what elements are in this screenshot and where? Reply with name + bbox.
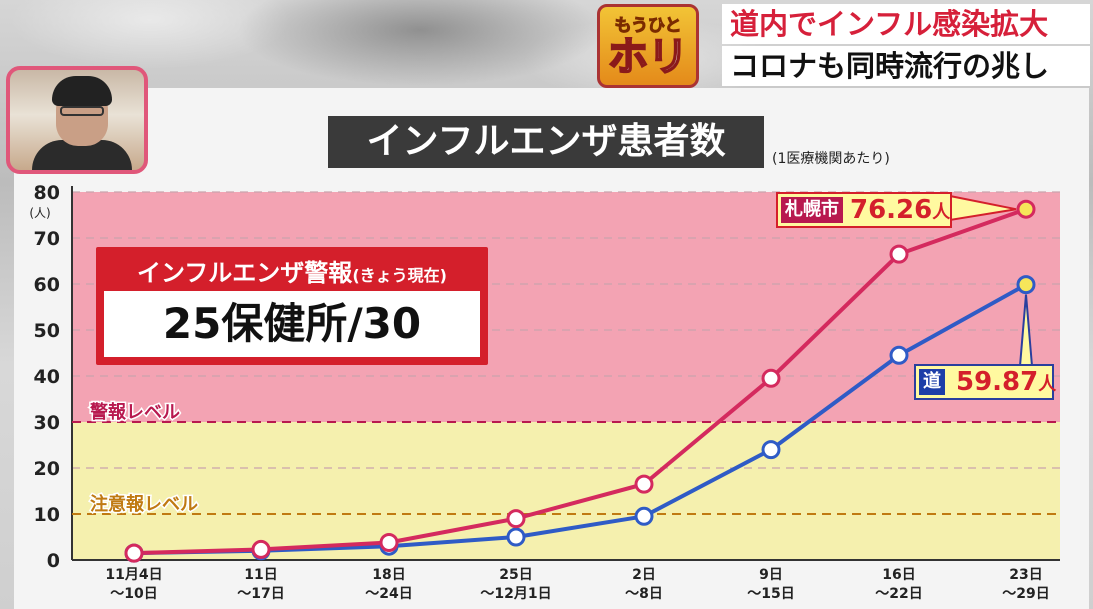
chart-subtitle: (1医療機関あたり) (772, 151, 890, 167)
data-point (889, 345, 909, 365)
x-tick-label: 16日 (882, 567, 915, 583)
alert-value: 25保健所/30 (162, 299, 422, 348)
alert-box: インフルエンザ警報(きょう現在) 25保健所/30 (96, 247, 488, 365)
x-tick-label: 11日 (244, 567, 277, 583)
hokkaido-callout: 道 59.87人 (914, 364, 1057, 400)
sapporo-callout: 札幌市 76.26人 (776, 192, 952, 228)
y-tick-label: 50 (34, 320, 60, 342)
y-tick-label: 0 (47, 550, 60, 572)
y-tick-label: 40 (34, 366, 60, 388)
sapporo-unit: 人 (932, 202, 951, 223)
data-point (889, 244, 909, 264)
logo-bottom-text: ホリ (607, 33, 689, 81)
x-tick-label-range: 〜8日 (625, 586, 663, 602)
data-point (634, 506, 654, 526)
y-tick-label: 70 (34, 228, 60, 250)
hokkaido-unit: 人 (1038, 374, 1057, 395)
y-tick-label: 80 (34, 182, 60, 204)
data-point (506, 527, 526, 547)
y-tick-label: 60 (34, 274, 60, 296)
sapporo-value-label: 76.26 (850, 195, 933, 225)
data-point (506, 509, 526, 529)
caution-zone (72, 422, 1060, 560)
x-tick-label: 11月4日 (105, 567, 162, 583)
logo-top-text: もうひと (614, 16, 682, 37)
presenter-thumbnail (6, 66, 148, 174)
threshold-label: 注意報レベル (90, 493, 198, 515)
y-tick-label: 20 (34, 458, 60, 480)
data-point (1016, 199, 1036, 219)
threshold-label: 警報レベル (90, 401, 180, 423)
chart-title: インフルエンザ患者数 (328, 116, 764, 168)
x-tick-label-range: 〜29日 (1002, 586, 1049, 602)
headline-sub: コロナも同時流行の兆し (722, 46, 1090, 86)
x-tick-label-range: 〜15日 (747, 586, 794, 602)
y-tick-label: 30 (34, 412, 60, 434)
alert-title-suffix: (きょう現在) (352, 266, 447, 285)
x-tick-label-range: 〜24日 (365, 586, 412, 602)
data-point (1016, 275, 1036, 295)
x-tick-label: 18日 (372, 567, 405, 583)
data-point (761, 440, 781, 460)
series-line-0 (133, 207, 1027, 556)
headline-main: 道内でインフル感染拡大 (722, 4, 1090, 44)
program-logo: もうひと ホリ (597, 4, 699, 88)
hokkaido-series-name: 道 (919, 369, 945, 395)
data-point (124, 543, 144, 563)
x-tick-label: 25日 (499, 567, 532, 583)
x-tick-label-range: 〜17日 (237, 586, 284, 602)
x-tick-label-range: 〜10日 (110, 586, 157, 602)
x-tick-label: 23日 (1009, 567, 1042, 583)
x-tick-label-range: 〜22日 (875, 586, 922, 602)
y-axis-unit: (人) (29, 206, 50, 220)
data-point (761, 368, 781, 388)
data-point (379, 533, 399, 553)
hokkaido-value-label: 59.87 (956, 367, 1039, 397)
x-tick-label: 2日 (632, 567, 656, 583)
alert-title: インフルエンザ警報 (137, 259, 353, 287)
x-tick-label-range: 〜12月1日 (480, 586, 551, 602)
x-tick-label: 9日 (759, 567, 783, 583)
data-point (634, 474, 654, 494)
sapporo-series-name: 札幌市 (781, 197, 843, 223)
y-tick-label: 10 (34, 504, 60, 526)
data-point (251, 539, 271, 559)
